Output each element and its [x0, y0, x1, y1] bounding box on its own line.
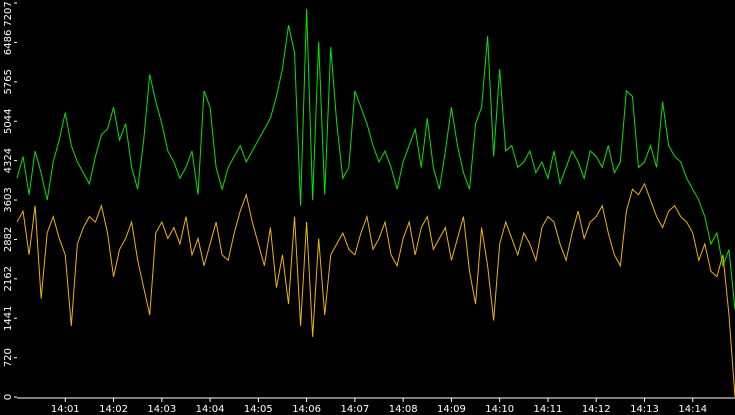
x-tick-label: 14:12 — [582, 404, 611, 415]
x-tick-label: 14:06 — [292, 404, 321, 415]
y-tick-label: 5044 — [3, 109, 14, 134]
x-tick-label: 14:02 — [99, 404, 128, 415]
y-tick-label: 720 — [3, 348, 14, 367]
y-tick-label: 7207 — [3, 1, 14, 26]
y-tick-label: 2162 — [3, 266, 14, 291]
y-tick-label: 4324 — [3, 148, 14, 173]
x-tick-label: 14:03 — [147, 404, 176, 415]
x-tick-label: 14:07 — [340, 404, 369, 415]
x-tick-label: 14:11 — [534, 404, 563, 415]
y-tick-label: 2882 — [3, 227, 14, 252]
x-tick-label: 14:08 — [389, 404, 418, 415]
series-line — [16, 182, 735, 398]
y-tick-label: 5765 — [3, 69, 14, 94]
y-tick-label: 3603 — [3, 187, 14, 212]
series-line — [16, 8, 735, 310]
x-tick-label: 14:05 — [244, 404, 273, 415]
y-tick-label: 1441 — [3, 305, 14, 330]
x-tick-label: 14:10 — [485, 404, 514, 415]
x-tick-label: 14:13 — [630, 404, 659, 415]
x-tick-label: 14:14 — [678, 404, 707, 415]
y-tick-label: 6486 — [3, 30, 14, 55]
x-tick-label: 14:04 — [196, 404, 225, 415]
x-tick-label: 14:09 — [437, 404, 466, 415]
x-tick-label: 14:01 — [51, 404, 80, 415]
y-tick-label: 0 — [3, 394, 14, 400]
